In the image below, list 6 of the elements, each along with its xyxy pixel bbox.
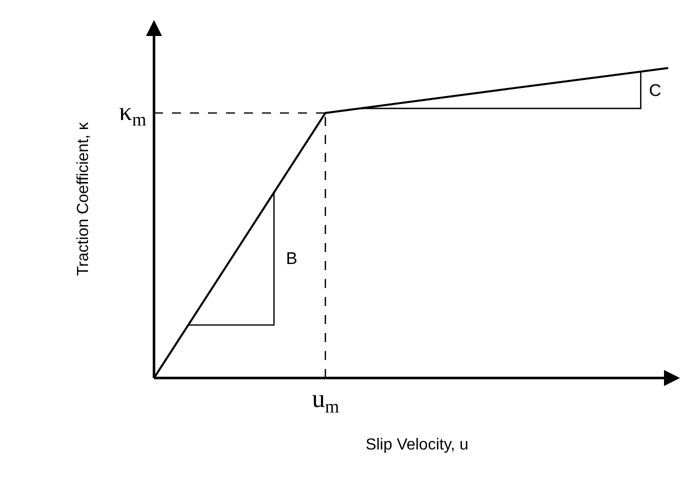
y-axis-title: Traction Coefficient, κ — [74, 121, 92, 276]
annotation: B — [286, 249, 298, 268]
x-axis-title: Slip Velocity, u — [366, 436, 468, 454]
ref-line-label: κ$_{m}$ — [119, 97, 146, 130]
text: u$_{m}$ — [312, 384, 340, 416]
annotation: C — [649, 81, 662, 100]
